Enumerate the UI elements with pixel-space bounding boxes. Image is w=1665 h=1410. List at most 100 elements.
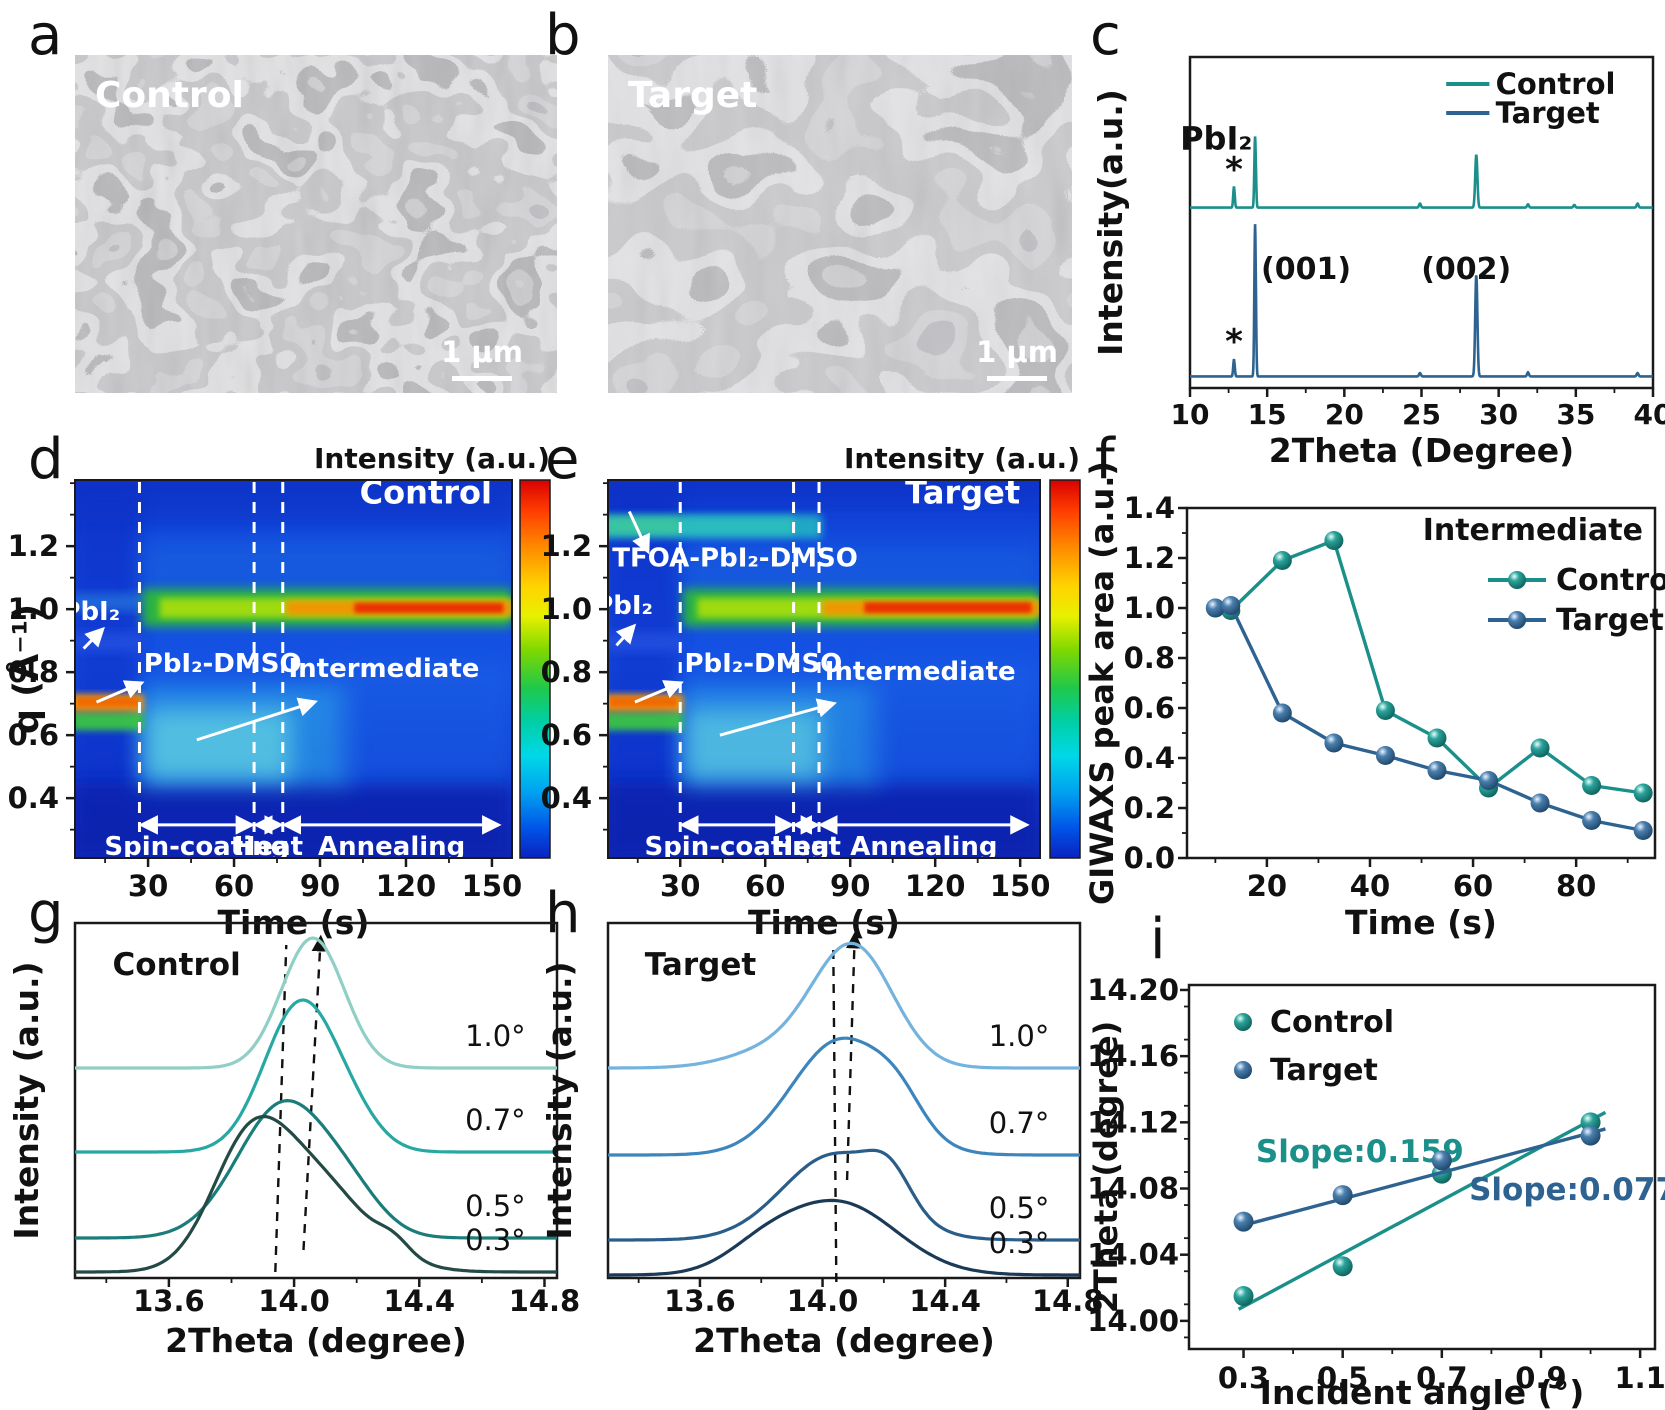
tick-label: 15	[1248, 398, 1287, 431]
sem-image-target	[608, 55, 1072, 393]
panel-h-stacked: 13.6 14.0 14.4 14.8 2Theta (degree) Intensity…	[540, 921, 1104, 1360]
tick-label: 1.0	[541, 592, 592, 626]
annotation-arrow	[196, 697, 318, 742]
heatmap-annotation: PbI₂-DMSO	[144, 649, 302, 679]
tick-label: 0.8	[8, 655, 59, 689]
tick-label: 0.4	[1124, 741, 1175, 775]
data-point-control	[1582, 776, 1602, 795]
data-point-control	[1375, 701, 1395, 720]
tick-label: 80	[1556, 869, 1596, 903]
tick-label: 0.2	[1124, 791, 1175, 825]
tick-label: 90	[830, 869, 870, 903]
tick-label: 1.2	[541, 529, 592, 563]
tick-label: 30	[660, 869, 700, 903]
tick-label: 0.8	[541, 655, 592, 689]
panel-letter-d: d	[28, 427, 64, 492]
y-axis-title: Intensity(a.u.)	[1091, 89, 1130, 356]
tick-label: 40	[1350, 869, 1390, 903]
angle-label: 0.7°	[465, 1103, 526, 1137]
panel-letter-c: c	[1090, 3, 1121, 68]
tick-label: 1.2	[8, 529, 59, 563]
tick-label: 1.0	[8, 592, 59, 626]
tick-label: 14.0	[258, 1284, 330, 1318]
heatmap-annotation: Intermediate	[825, 657, 1016, 687]
colorbar	[519, 479, 551, 859]
stage-label: Spin-coating	[104, 832, 289, 862]
panel-letter-f: f	[1095, 427, 1115, 492]
colorbar-title: Intensity (a.u.)	[314, 442, 550, 475]
curve-1.0°	[608, 941, 1080, 1070]
panel-letter-b: b	[545, 3, 581, 68]
tick-label: 30	[1479, 398, 1518, 431]
tick-label: 0.9	[1515, 1361, 1566, 1395]
tick-label: 14.0	[787, 1284, 859, 1318]
data-point-target	[1375, 746, 1395, 765]
stage-label: Annealing	[850, 832, 997, 862]
tick-label: 0.5	[1317, 1361, 1368, 1395]
series-line-control	[1215, 538, 1644, 795]
tick-label: 14.08	[1087, 1172, 1179, 1206]
tick-label: 14.20	[1087, 973, 1179, 1007]
tick-label: 0.6	[541, 718, 592, 752]
angle-label: 1.0°	[989, 1019, 1050, 1053]
data-point-control	[1530, 738, 1550, 758]
tick-label: 1.4	[1124, 491, 1175, 525]
tick-label: 14.4	[909, 1284, 981, 1318]
panel-letter-a: a	[28, 3, 63, 68]
tick-label: 150	[990, 869, 1051, 903]
tick-label: 20	[1247, 869, 1287, 903]
angle-label: 0.3°	[465, 1223, 526, 1257]
tick-label: 35	[1556, 398, 1595, 431]
y-axis-title: GIWAXS peak area (a.u.)	[1083, 461, 1121, 905]
panel-letter-e: e	[545, 427, 580, 492]
heatmap-annotation: TFOA-PbI₂-DMSO	[612, 544, 858, 574]
heatmap-annotation: PbI₂	[594, 591, 653, 621]
data-point-control	[1427, 728, 1447, 748]
tick-label: 0.3	[1218, 1361, 1269, 1395]
data-point-target	[1324, 733, 1344, 753]
data-point-target	[1582, 811, 1602, 830]
data-point-target	[1272, 703, 1292, 723]
slope-label: Slope:0.159	[1256, 1134, 1464, 1170]
tick-label: 60	[1453, 869, 1493, 903]
annotation: *	[1225, 322, 1243, 362]
panel-f-peak-area: 20 40 60 80 0.0 0.2 0.4 0.6 0.8 1.0 1.2 1.4 Time (s)…	[1083, 461, 1657, 942]
heatmap-annotation: Intermediate	[288, 654, 479, 684]
curve-0.7°	[75, 998, 557, 1154]
peak-shift-guide	[845, 931, 863, 1181]
tick-label: 60	[745, 869, 785, 903]
angle-label: 0.7°	[989, 1106, 1050, 1140]
legend-label: Control	[1270, 1005, 1394, 1040]
tick-label: 14.00	[1087, 1304, 1179, 1338]
angle-label: 0.3°	[989, 1226, 1050, 1260]
annotation-arrow	[634, 680, 684, 704]
angle-label: 0.5°	[465, 1189, 526, 1223]
annotation-arrow	[719, 698, 837, 737]
x-axis-title: Incident angle (°)	[1260, 1373, 1585, 1410]
legend-label: Target	[1556, 603, 1664, 638]
tick-label: 30	[128, 869, 168, 903]
scalebar-a	[452, 376, 512, 381]
tick-label: 10	[1171, 398, 1210, 431]
tick-label: 0.4	[541, 781, 592, 815]
data-point-control	[1272, 551, 1292, 570]
sem-image-control	[75, 55, 557, 393]
annotation: (001)	[1261, 252, 1351, 287]
tick-label: 14.04	[1087, 1238, 1179, 1272]
x-axis-title: 2Theta (degree)	[693, 1321, 995, 1360]
tick-label: 120	[376, 869, 437, 903]
data-point-target	[1431, 1150, 1452, 1171]
annotation: (002)	[1421, 252, 1511, 287]
data-point-control	[1332, 1256, 1353, 1277]
panel-c-xrd: 10 15 20 25 30 35 40 2Theta (Degree) Intensity(a…	[1091, 55, 1665, 470]
angle-label: 1.0°	[465, 1019, 526, 1053]
panel-i-slope: 0.3 0.5 0.7 0.9 1.1 14.00 14.04 14.08 14.12 14.16…	[1087, 973, 1665, 1410]
tick-label: 1.1	[1614, 1361, 1665, 1395]
xrd-trace-target	[1190, 224, 1653, 378]
data-point-target	[1580, 1125, 1601, 1146]
y-axis-title: Intensity (a.u.)	[7, 961, 46, 1239]
tick-label: 0.6	[1124, 691, 1175, 725]
